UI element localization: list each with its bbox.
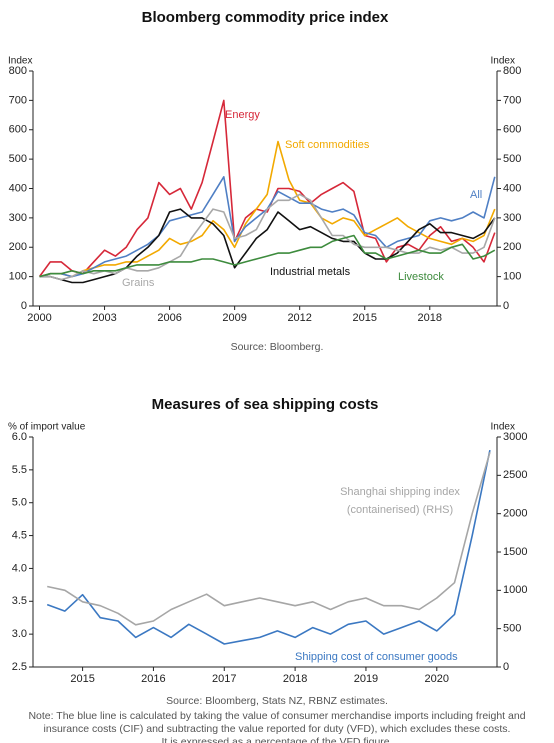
series-label: Grains bbox=[122, 277, 155, 289]
y-tick-label: 600 bbox=[9, 124, 27, 136]
y-tick-label: 4.0 bbox=[12, 562, 27, 574]
y2-tick-label: 0 bbox=[503, 300, 509, 312]
series-label: Livestock bbox=[398, 271, 444, 283]
y2-tick-label: 500 bbox=[503, 623, 521, 635]
y2-tick-label: 0 bbox=[503, 661, 509, 673]
x-tick-label: 2020 bbox=[425, 673, 449, 685]
y2-tick-label: 2000 bbox=[503, 508, 527, 520]
y2-tick-label: 3000 bbox=[503, 431, 527, 443]
x-tick-label: 2009 bbox=[222, 312, 246, 324]
y2-tick-label: 200 bbox=[503, 241, 521, 253]
series-line bbox=[39, 193, 496, 281]
series-line bbox=[47, 452, 491, 626]
x-tick-label: 2016 bbox=[141, 673, 165, 685]
chart-title: Bloomberg commodity price index bbox=[142, 9, 389, 26]
y-tick-label: 400 bbox=[9, 182, 27, 194]
y-tick-label: 700 bbox=[9, 94, 27, 106]
y2-tick-label: 1500 bbox=[503, 546, 527, 558]
y-tick-label: 800 bbox=[9, 65, 27, 77]
series-label: All bbox=[470, 189, 482, 201]
y2-tick-label: 600 bbox=[503, 124, 521, 136]
y-tick-label: 300 bbox=[9, 212, 27, 224]
y2-tick-label: 2500 bbox=[503, 469, 527, 481]
note-line: insurance costs (CIF) and subtracting th… bbox=[44, 723, 511, 735]
x-tick-label: 2018 bbox=[418, 312, 442, 324]
x-tick-label: 2015 bbox=[70, 673, 94, 685]
y-tick-label: 2.5 bbox=[12, 661, 27, 673]
y2-axis-label: Index bbox=[491, 422, 515, 433]
x-tick-label: 2018 bbox=[283, 673, 307, 685]
series-label: Industrial metals bbox=[270, 266, 351, 278]
x-tick-label: 2015 bbox=[352, 312, 376, 324]
y2-tick-label: 500 bbox=[503, 153, 521, 165]
y2-tick-label: 800 bbox=[503, 65, 521, 77]
series-line bbox=[38, 99, 496, 278]
y2-tick-label: 400 bbox=[503, 182, 521, 194]
y2-axis-label: Index bbox=[491, 56, 515, 67]
y2-tick-label: 1000 bbox=[503, 584, 527, 596]
y2-tick-label: 300 bbox=[503, 212, 521, 224]
series-label: Shipping cost of consumer goods bbox=[295, 651, 458, 663]
y-tick-label: 5.0 bbox=[12, 497, 27, 509]
note-line: It is expressed as a percentage of the V… bbox=[161, 736, 392, 743]
y-tick-label: 4.5 bbox=[12, 529, 27, 541]
series-line bbox=[39, 234, 496, 278]
y-tick-label: 500 bbox=[9, 153, 27, 165]
y-tick-label: 5.5 bbox=[12, 464, 27, 476]
series-line bbox=[46, 449, 491, 645]
x-tick-label: 2012 bbox=[287, 312, 311, 324]
y-axis-label: % of import value bbox=[8, 422, 86, 433]
y-tick-label: 3.0 bbox=[12, 628, 27, 640]
x-tick-label: 2019 bbox=[354, 673, 378, 685]
y-tick-label: 0 bbox=[21, 300, 27, 312]
series-line bbox=[39, 140, 496, 278]
series-label: Soft commodities bbox=[285, 139, 370, 151]
y-axis-label: Index bbox=[8, 56, 32, 67]
y-tick-label: 6.0 bbox=[12, 431, 27, 443]
x-tick-label: 2017 bbox=[212, 673, 236, 685]
source: Source: Bloomberg. bbox=[231, 341, 324, 353]
y2-tick-label: 100 bbox=[503, 271, 521, 283]
series-label: Shanghai shipping index (containerised) … bbox=[340, 486, 460, 516]
x-tick-label: 2000 bbox=[27, 312, 51, 324]
x-tick-label: 2003 bbox=[92, 312, 116, 324]
source: Source: Bloomberg, Stats NZ, RBNZ estima… bbox=[166, 695, 388, 707]
note-line: Note: The blue line is calculated by tak… bbox=[28, 710, 525, 722]
x-tick-label: 2006 bbox=[157, 312, 181, 324]
series-label: Energy bbox=[225, 109, 260, 121]
chart-title: Measures of sea shipping costs bbox=[152, 396, 379, 413]
y-tick-label: 3.5 bbox=[12, 595, 27, 607]
y-tick-label: 200 bbox=[9, 241, 27, 253]
y2-tick-label: 700 bbox=[503, 94, 521, 106]
y-tick-label: 100 bbox=[9, 271, 27, 283]
